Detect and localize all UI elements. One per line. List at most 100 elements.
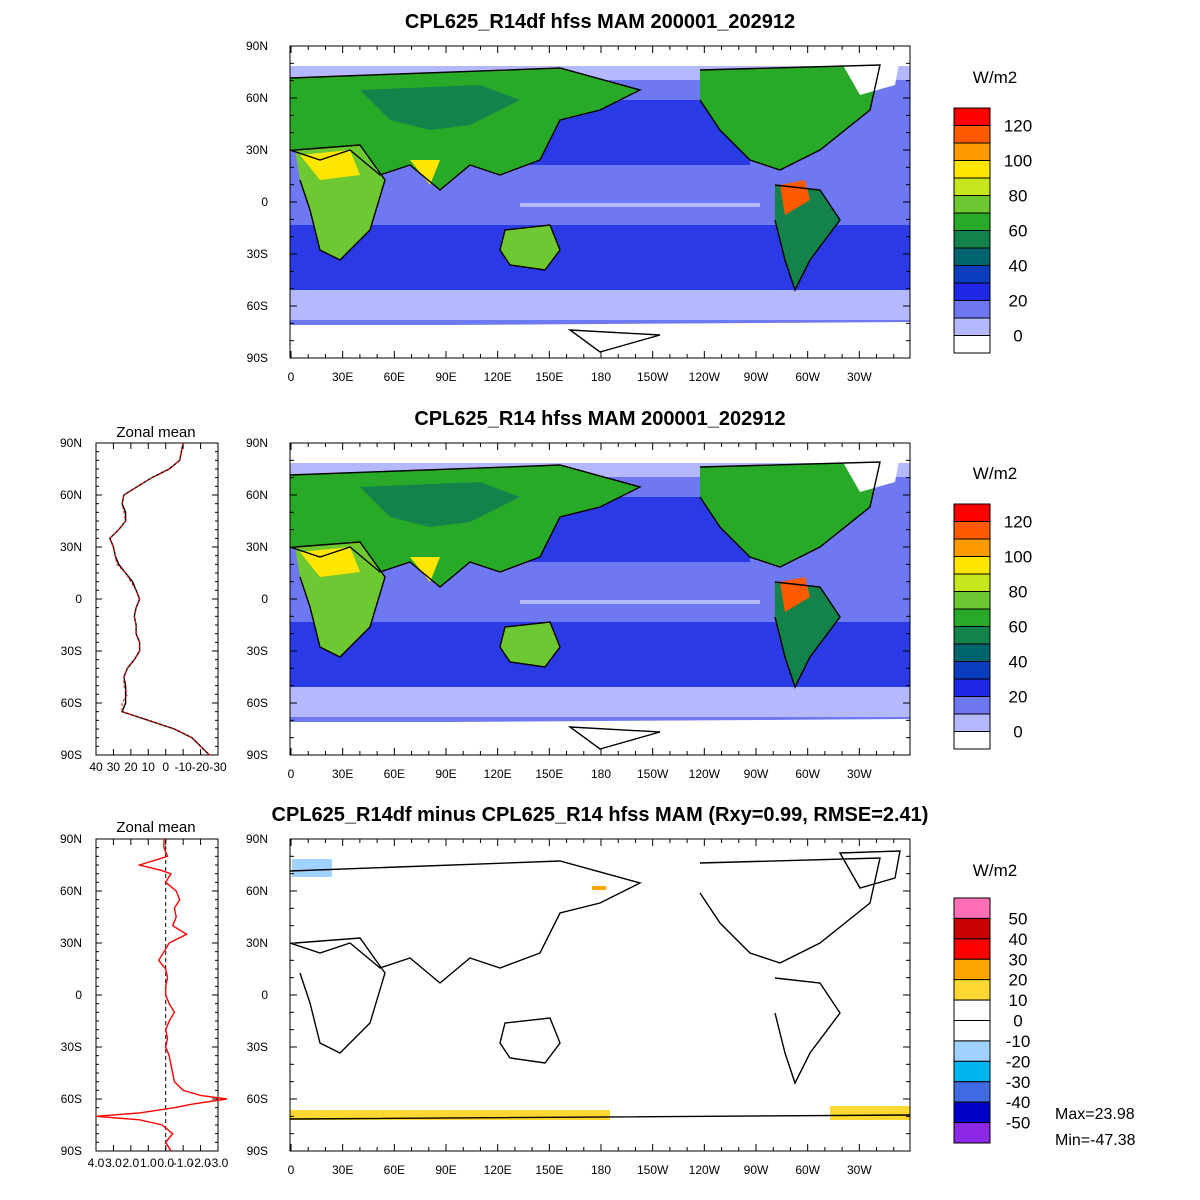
lat-tick-label: 30S [247, 1040, 268, 1054]
zonal-frame [95, 442, 219, 756]
lon-tick-label: 30W [847, 1163, 872, 1177]
colorbar-box [953, 212, 991, 231]
min-stat: Min=-47.38 [1055, 1132, 1136, 1149]
colorbar-label: -20 [1006, 1052, 1031, 1071]
colorbar-label: -10 [1006, 1032, 1031, 1051]
colorbar-box [953, 247, 991, 266]
colorbar-label: 40 [1009, 930, 1028, 949]
colorbar-box [953, 125, 991, 144]
colorbar-label: 40 [1009, 653, 1028, 672]
panel-2-map [290, 443, 910, 755]
north-america-landmass [700, 65, 880, 170]
zonal-x-label: -30 [209, 760, 227, 774]
lat-tick-label: 60S [247, 299, 268, 313]
lat-tick-label: 30S [247, 644, 268, 658]
panel-3-colorbar-unit: W/m2 [973, 861, 1017, 880]
lat-tick-label: 30N [246, 540, 268, 554]
colorbar-label: 20 [1009, 971, 1028, 990]
zonal-lat-label: 90S [61, 748, 82, 762]
panel-2-zonal-mean: 90N 60N 30N 0 30S 60S 90S 40 30 20 10 0 -10 -20 -30 [60, 436, 227, 774]
colorbar-label: 80 [1009, 187, 1028, 206]
antarctica [290, 322, 910, 358]
panel-3-zonal-mean-title: Zonal mean [116, 819, 195, 836]
panel-3-zonal-mean: 90N 60N 30N 0 30S 60S 90S 4.0 3.0 2.0 1.0 0.0-1.0-2… [60, 832, 229, 1170]
lon-tick-label: 180 [591, 1163, 611, 1177]
colorbar-label: 0 [1013, 327, 1022, 346]
greenland [840, 455, 900, 492]
zonal-x-label: 20 [124, 760, 138, 774]
zonal-lat-label: 0 [75, 592, 82, 606]
lat-tick-label: 90S [247, 351, 268, 365]
lat-tick-label: 90N [246, 436, 268, 450]
zonal-lat-label: 90N [60, 436, 82, 450]
colorbar-label: 0 [1013, 1012, 1022, 1031]
zonal-x-label: -3.0 [208, 1156, 229, 1170]
lon-tick-label: 120W [689, 1163, 721, 1177]
panel-3: CPL625_R14df minus CPL625_R14 hfss MAM (… [60, 804, 1136, 1177]
zonal-lat-label: 30S [61, 1040, 82, 1054]
colorbar-label: 10 [1009, 991, 1028, 1010]
colorbar-box [953, 317, 991, 336]
lon-tick-label: 90E [435, 767, 456, 781]
panel-1-title: CPL625_R14df hfss MAM 200001_202912 [405, 11, 795, 33]
subpolar-band [290, 290, 910, 320]
lon-tick-label: 30W [847, 370, 872, 384]
colorbar-box [953, 1060, 991, 1083]
lon-tick-label: 60W [795, 370, 820, 384]
zonal-x-label: -20 [192, 760, 210, 774]
lat-tick-label: 60N [246, 91, 268, 105]
panel-2-colorbar-unit: W/m2 [973, 464, 1017, 483]
lat-tick-label: 90N [246, 39, 268, 53]
colorbar-label: 80 [1009, 583, 1028, 602]
lat-tick-label: 60N [246, 488, 268, 502]
colorbar-label: 100 [1004, 548, 1032, 567]
lon-tick-label: 150W [637, 1163, 669, 1177]
lon-tick-label: 150W [637, 370, 669, 384]
colorbar-label: -50 [1006, 1114, 1031, 1133]
panel-2-colorbar: 120 100 80 60 40 20 0 [953, 503, 1032, 750]
colorbar-label: 30 [1009, 950, 1028, 969]
lat-tick-label: 90S [247, 1144, 268, 1158]
lon-tick-label: 60E [384, 370, 405, 384]
colorbar-box [953, 265, 991, 284]
colorbar-box [953, 282, 991, 301]
europe-asia-green [360, 85, 520, 130]
colorbar-box [953, 678, 991, 697]
coastline [290, 461, 881, 750]
zonal-lat-label: 60N [60, 884, 82, 898]
colorbar-box [953, 626, 991, 645]
india-hot [410, 557, 440, 582]
panel-1: CPL625_R14df hfss MAM 200001_202912 [246, 11, 1032, 384]
lon-tick-label: 120E [484, 767, 512, 781]
colorbar-box [953, 503, 991, 522]
diff-small-orange [592, 886, 606, 890]
colorbar-box [953, 897, 991, 919]
colorbar-box [953, 160, 991, 179]
greenland [840, 58, 900, 95]
zonal-x-label: 0.0 [157, 1156, 174, 1170]
lon-tick-label: 60E [384, 767, 405, 781]
zonal-x-label: 0 [162, 760, 169, 774]
colorbar-box [953, 958, 991, 981]
lon-tick-label: 0 [288, 370, 295, 384]
australia-landmass [500, 225, 560, 270]
colorbar-label: 50 [1009, 909, 1028, 928]
zonal-lat-label: 90N [60, 832, 82, 846]
panel-3-map [290, 839, 910, 1151]
colorbar-box [953, 731, 991, 750]
lat-tick-label: 60S [247, 696, 268, 710]
panel-1-colorbar-unit: W/m2 [973, 68, 1017, 87]
ocean-equator-line [520, 203, 760, 207]
colorbar-box [953, 979, 991, 1001]
panel-2-lat-ticks: 90N 60N 30N 0 30S 60S 90S [246, 436, 910, 762]
zonal-x-label: -1.0 [173, 1156, 194, 1170]
diff-arctic-blue [292, 859, 332, 877]
colorbar-box [953, 142, 991, 161]
colorbar-label: 120 [1004, 513, 1032, 532]
panel-1-lon-ticks: 0 30E 60E 90E 120E 150E 180 150W 120W 90W 60W 30W [288, 46, 895, 384]
lon-tick-label: 150E [535, 370, 563, 384]
diff-antarctic-yellow-west [290, 1110, 610, 1120]
colorbar-box [953, 538, 991, 557]
zonal-mean-line [109, 442, 210, 756]
zonal-x-label: 3.0 [105, 1156, 122, 1170]
